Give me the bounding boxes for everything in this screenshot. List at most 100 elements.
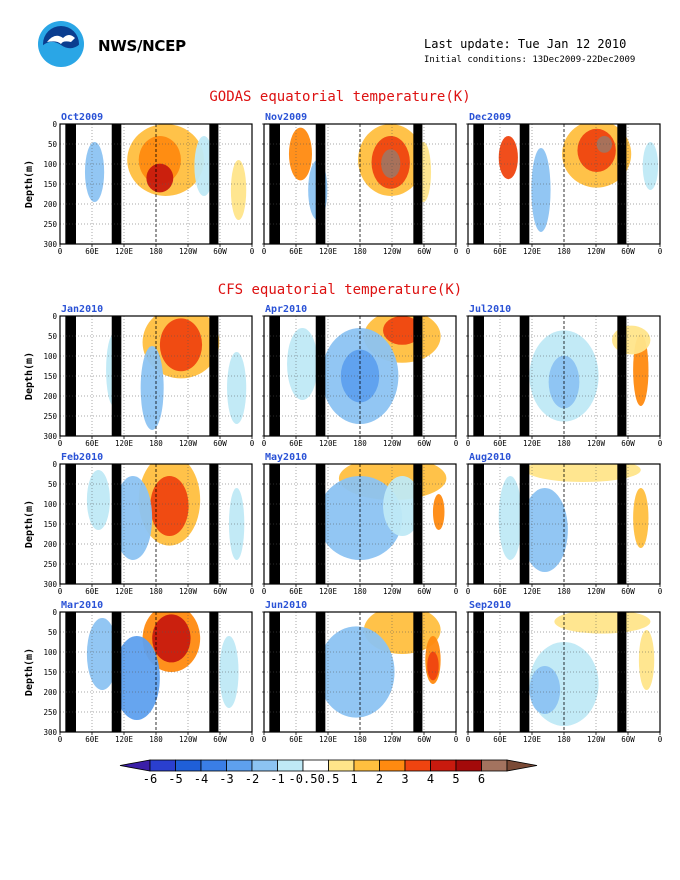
colorbar-triangle-high bbox=[506, 759, 538, 772]
x-tick-label: 60E bbox=[289, 587, 303, 596]
x-tick-label: 120E bbox=[523, 587, 542, 596]
panel-dec2009: Dec2009 0 60E 120E 180 120W 60W 0 bbox=[466, 112, 663, 256]
anomaly-contour bbox=[150, 476, 189, 536]
x-tick-label: 60E bbox=[289, 247, 303, 256]
anomaly-contour bbox=[521, 488, 568, 572]
panel-title: Oct2009 bbox=[61, 112, 103, 123]
panel-title: Mar2010 bbox=[61, 600, 103, 611]
y-tick-label: 150 bbox=[43, 372, 57, 381]
agency-name: NWS/NCEP bbox=[98, 37, 186, 55]
anomaly-contour bbox=[383, 476, 422, 536]
x-tick-label: 0 bbox=[658, 587, 663, 596]
x-tick-label: 60W bbox=[213, 735, 227, 744]
x-tick-label: 60E bbox=[493, 587, 507, 596]
colorbar-swatch bbox=[379, 759, 406, 772]
anomaly-contour bbox=[577, 128, 616, 172]
anomaly-contour bbox=[86, 618, 118, 690]
panel-title: Dec2009 bbox=[469, 112, 511, 123]
y-axis-label: Depth(m) bbox=[24, 648, 35, 696]
anomaly-contour bbox=[228, 488, 245, 560]
x-tick-label: 60E bbox=[493, 247, 507, 256]
x-tick-label: 120W bbox=[179, 439, 198, 448]
anomaly-contour bbox=[113, 476, 153, 560]
land-mask bbox=[111, 612, 122, 732]
x-tick-label: 60W bbox=[621, 439, 635, 448]
anomaly-contour bbox=[113, 636, 160, 720]
x-tick-label: 60E bbox=[289, 439, 303, 448]
land-mask bbox=[269, 612, 280, 732]
x-tick-label: 60W bbox=[213, 439, 227, 448]
colorbar-label: 5 bbox=[452, 772, 459, 786]
x-tick-label: 180 bbox=[149, 587, 163, 596]
y-tick-label: 50 bbox=[48, 628, 58, 637]
anomaly-contour bbox=[638, 630, 655, 690]
anomaly-contour bbox=[529, 666, 561, 714]
colorbar: -6 -5 -4 -3 -2 -1 -0.5 0.5 1 2 3 4 5 6 bbox=[119, 759, 538, 786]
colorbar-label: -1 bbox=[270, 772, 284, 786]
colorbar-label: -5 bbox=[168, 772, 182, 786]
colorbar-swatch bbox=[277, 759, 304, 772]
land-mask bbox=[269, 464, 280, 584]
x-tick-label: 120E bbox=[523, 439, 542, 448]
land-mask bbox=[65, 124, 76, 244]
x-tick-label: 60W bbox=[213, 247, 227, 256]
anomaly-field bbox=[269, 464, 447, 584]
land-mask bbox=[473, 464, 484, 584]
land-mask bbox=[65, 316, 76, 436]
x-tick-label: 120W bbox=[587, 735, 606, 744]
land-mask bbox=[65, 612, 76, 732]
panel-jun2010: Jun2010 0 60E 120E 180 120W 60W 0 bbox=[262, 600, 459, 744]
x-tick-label: 60E bbox=[85, 587, 99, 596]
land-mask bbox=[519, 612, 530, 732]
x-tick-label: 180 bbox=[557, 587, 571, 596]
anomaly-contour bbox=[288, 127, 313, 181]
x-tick-label: 0 bbox=[262, 247, 267, 256]
panel-mar2010: Mar2010 0 60E 120E 180 120W 60W 0 0 50 100 150 200 25… bbox=[24, 600, 255, 744]
y-tick-label: 150 bbox=[43, 180, 57, 189]
anomaly-contour bbox=[140, 346, 164, 430]
x-tick-label: 60W bbox=[621, 247, 635, 256]
x-tick-label: 180 bbox=[353, 735, 367, 744]
anomaly-contour bbox=[383, 316, 422, 345]
x-tick-label: 0 bbox=[58, 247, 63, 256]
y-tick-label: 250 bbox=[43, 708, 57, 717]
x-tick-label: 0 bbox=[658, 247, 663, 256]
x-tick-label: 180 bbox=[149, 439, 163, 448]
noaa-logo bbox=[38, 21, 84, 67]
anomaly-field bbox=[65, 612, 239, 732]
panel-title: Jan2010 bbox=[61, 304, 103, 315]
x-tick-label: 120W bbox=[179, 587, 198, 596]
anomaly-contour bbox=[531, 148, 551, 232]
x-tick-label: 60W bbox=[213, 587, 227, 596]
y-tick-label: 200 bbox=[43, 688, 57, 697]
y-tick-label: 50 bbox=[48, 140, 58, 149]
x-tick-label: 60E bbox=[85, 247, 99, 256]
colorbar-label: -6 bbox=[143, 772, 157, 786]
y-tick-label: 100 bbox=[43, 352, 57, 361]
colorbar-swatch bbox=[251, 759, 278, 772]
y-tick-label: 0 bbox=[52, 608, 57, 617]
anomaly-contour bbox=[498, 136, 518, 180]
colorbar-swatch bbox=[430, 759, 457, 772]
y-tick-label: 150 bbox=[43, 520, 57, 529]
panel-title: Aug2010 bbox=[469, 452, 511, 463]
colorbar-swatch bbox=[175, 759, 202, 772]
x-tick-label: 120E bbox=[523, 247, 542, 256]
colorbar-label: 4 bbox=[427, 772, 434, 786]
x-tick-label: 120W bbox=[383, 247, 402, 256]
y-tick-label: 50 bbox=[48, 332, 58, 341]
land-mask bbox=[519, 464, 530, 584]
x-tick-label: 120E bbox=[319, 247, 338, 256]
anomaly-field bbox=[269, 124, 432, 244]
y-axis-label: Depth(m) bbox=[24, 352, 35, 400]
anomaly-contour bbox=[159, 318, 203, 372]
x-tick-label: 60E bbox=[493, 735, 507, 744]
anomaly-contour bbox=[633, 488, 649, 548]
anomaly-contour bbox=[317, 626, 395, 718]
x-tick-label: 60E bbox=[289, 735, 303, 744]
x-tick-label: 120E bbox=[319, 735, 338, 744]
x-tick-label: 120W bbox=[587, 247, 606, 256]
x-tick-label: 180 bbox=[557, 247, 571, 256]
anomaly-contour bbox=[317, 476, 403, 560]
